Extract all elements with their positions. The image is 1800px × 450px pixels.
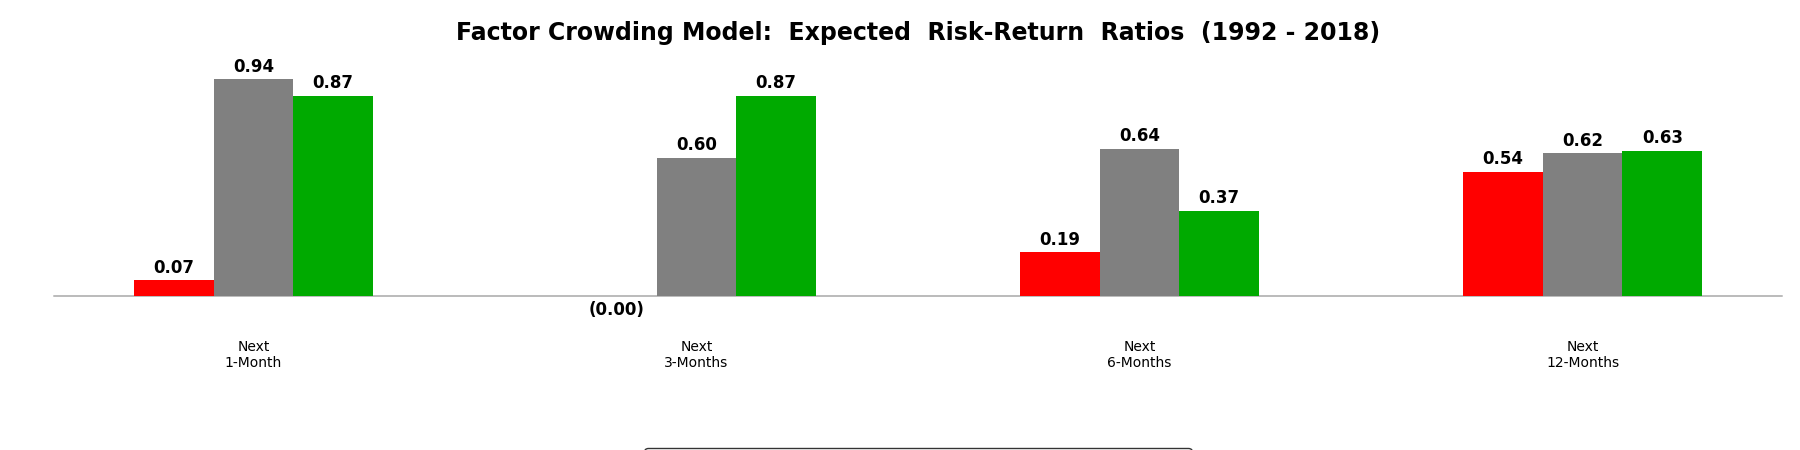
Text: (0.00): (0.00)	[589, 301, 644, 319]
Text: 0.54: 0.54	[1483, 150, 1523, 168]
Bar	[133, 280, 214, 296]
Title: Factor Crowding Model:  Expected  Risk-Return  Ratios  (1992 - 2018): Factor Crowding Model: Expected Risk-Ret…	[455, 21, 1381, 45]
Text: 0.94: 0.94	[232, 58, 274, 76]
Text: 0.07: 0.07	[153, 259, 194, 277]
Bar	[1622, 151, 1703, 296]
Bar	[657, 158, 736, 296]
Text: 0.87: 0.87	[756, 74, 797, 92]
Bar	[1021, 252, 1100, 296]
Text: 0.37: 0.37	[1199, 189, 1240, 207]
Text: 0.64: 0.64	[1120, 127, 1159, 145]
Legend: Crowded Factor, Neutral Factor, Uncrowded Factor: Crowded Factor, Neutral Factor, Uncrowde…	[644, 448, 1192, 450]
Text: 0.63: 0.63	[1642, 130, 1683, 148]
Bar	[214, 79, 293, 296]
Text: 0.19: 0.19	[1039, 231, 1080, 249]
Text: 0.87: 0.87	[313, 74, 353, 92]
Bar	[1179, 211, 1260, 296]
Bar	[736, 95, 815, 296]
Bar	[1543, 153, 1622, 296]
Bar	[293, 95, 373, 296]
Text: 0.60: 0.60	[677, 136, 716, 154]
Bar	[1463, 172, 1543, 296]
Bar	[1100, 148, 1179, 296]
Text: 0.62: 0.62	[1562, 132, 1604, 150]
